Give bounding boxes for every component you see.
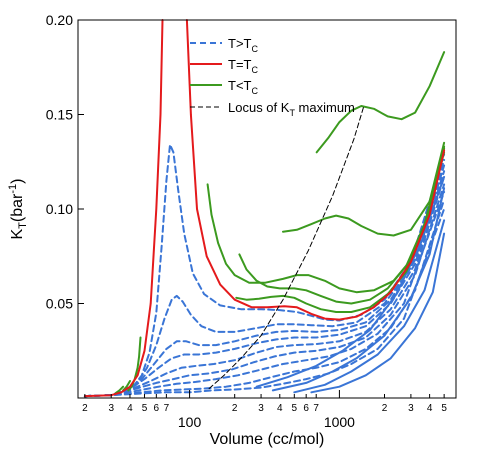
x-minor-tick-label: 5	[441, 403, 447, 414]
y-axis-title-main: K	[9, 228, 26, 239]
series-line-green-solid-4	[238, 147, 446, 305]
x-minor-tick-label: 5	[292, 403, 298, 414]
x-minor-tick-label: 7	[164, 403, 170, 414]
y-tick-label: 0.05	[46, 296, 73, 312]
x-minor-tick-label: 4	[277, 403, 283, 414]
series-line-blue-dashed-17	[83, 191, 446, 398]
series-line-blue-dashed-11	[83, 143, 446, 398]
series-line-red-solid-9	[83, 19, 164, 398]
legend: T>TC T=TC T<TC Locus of KT maximum	[190, 36, 355, 118]
x-major-tick-label: 100	[178, 414, 202, 430]
y-axis: 0.05 0.10 0.15 0.20	[46, 12, 84, 312]
series-line-black-dashed-0	[208, 106, 365, 390]
y-tick-label: 0.20	[46, 12, 73, 28]
series-line-blue-dashed-13	[83, 164, 446, 398]
x-minor-tick-label: 4	[127, 403, 133, 414]
series-line-blue-dashed-18	[83, 198, 446, 398]
series-line-green-solid-8	[114, 385, 125, 395]
x-minor-tick-label: 6	[154, 403, 160, 414]
series-line-green-solid-6	[127, 336, 142, 392]
legend-entry-locus: Locus of KT maximum	[228, 100, 355, 118]
y-axis-title-sub: T	[17, 222, 29, 229]
series-line-blue-dashed-16	[83, 183, 446, 398]
x-minor-tick-label: 5	[142, 403, 148, 414]
y-tick-label: 0.10	[46, 201, 73, 217]
x-axis-title-text: Volume (cc/mol)	[210, 431, 325, 448]
series-line-blue-dashed-19	[83, 208, 446, 398]
x-minor-tick-label: 6	[303, 403, 309, 414]
legend-entry-below-tc: T<TC	[228, 78, 258, 96]
series-line-blue-dashed-14	[83, 170, 446, 398]
y-axis-title-close: )	[9, 179, 26, 184]
legend-entry-at-tc: T=TC	[228, 57, 258, 75]
x-minor-tick-label: 3	[408, 403, 414, 414]
series-line-blue-solid-22	[271, 187, 446, 392]
y-axis-title: KT(bar-1)	[7, 179, 29, 240]
x-minor-tick-label: 2	[232, 403, 238, 414]
y-tick-label: 0.15	[46, 107, 73, 123]
series-line-blue-solid-21	[310, 232, 446, 394]
x-minor-tick-label: 2	[382, 403, 388, 414]
series-line-green-solid-7	[122, 380, 131, 392]
series-line-green-solid-2	[282, 141, 446, 237]
x-minor-tick-label: 3	[108, 403, 114, 414]
series-line-blue-dashed-15	[83, 175, 446, 398]
plot-area	[83, 19, 446, 398]
x-minor-tick-label: 2	[82, 403, 88, 414]
series-line-green-solid-1	[315, 51, 446, 154]
series-line-red-solid-10	[185, 19, 446, 321]
legend-entry-above-tc: T>TC	[228, 36, 258, 54]
x-axis-title: Volume (cc/mol)	[210, 431, 325, 448]
x-minor-tick-label: 3	[258, 403, 264, 414]
y-axis-title-sup: -1	[7, 184, 19, 194]
x-major-tick-label: 1000	[324, 414, 355, 430]
x-minor-tick-label: 7	[313, 403, 319, 414]
series-line-blue-solid-20	[293, 219, 446, 394]
x-minor-tick-label: 4	[427, 403, 433, 414]
series-line-blue-dashed-12	[83, 158, 446, 398]
y-axis-title-rest: (bar	[9, 193, 26, 222]
